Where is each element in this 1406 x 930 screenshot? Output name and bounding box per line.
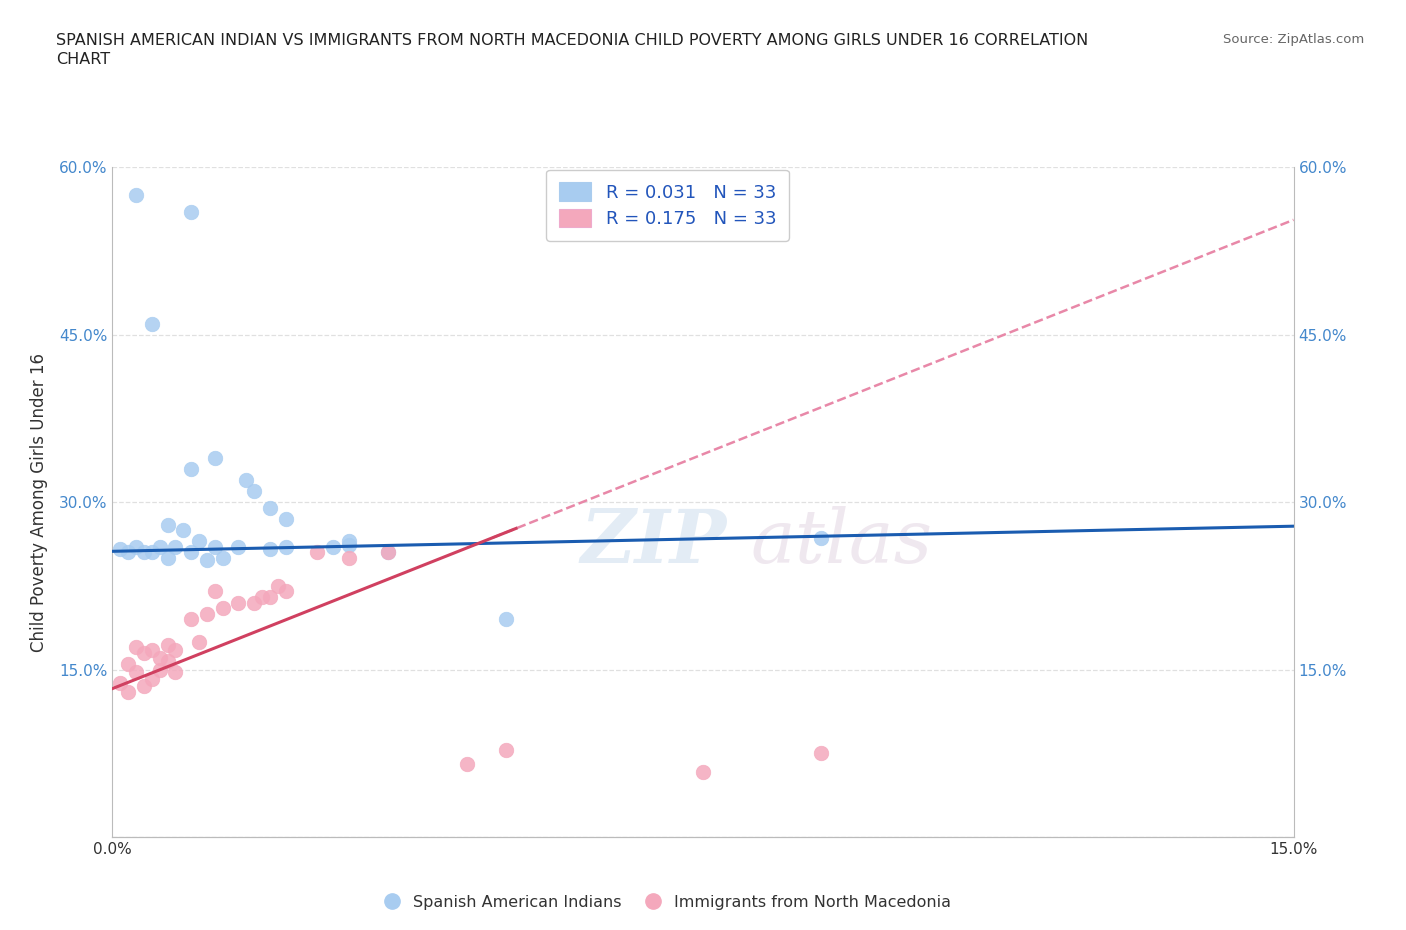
Point bbox=[149, 651, 172, 666]
Point bbox=[228, 539, 250, 554]
Point bbox=[125, 664, 148, 679]
Point bbox=[692, 764, 714, 779]
Point bbox=[180, 461, 202, 476]
Point bbox=[149, 662, 172, 677]
Point bbox=[125, 539, 148, 554]
Point bbox=[156, 638, 179, 653]
Y-axis label: Child Poverty Among Girls Under 16: Child Poverty Among Girls Under 16 bbox=[30, 352, 48, 652]
Point bbox=[204, 584, 226, 599]
Point bbox=[117, 545, 139, 560]
Point bbox=[141, 642, 163, 657]
Point bbox=[195, 606, 218, 621]
Point bbox=[211, 601, 233, 616]
Point bbox=[132, 645, 155, 660]
Point bbox=[156, 653, 179, 668]
Point bbox=[156, 551, 179, 565]
Point bbox=[180, 545, 202, 560]
Point bbox=[180, 612, 202, 627]
Point bbox=[165, 642, 187, 657]
Legend: Spanish American Indians, Immigrants from North Macedonia: Spanish American Indians, Immigrants fro… bbox=[378, 888, 957, 916]
Point bbox=[172, 523, 194, 538]
Point bbox=[307, 545, 329, 560]
Point bbox=[149, 539, 172, 554]
Point bbox=[495, 612, 517, 627]
Text: ZIP: ZIP bbox=[581, 506, 727, 578]
Point bbox=[125, 188, 148, 203]
Point bbox=[810, 530, 832, 545]
Point bbox=[204, 539, 226, 554]
Point bbox=[495, 742, 517, 757]
Point bbox=[156, 517, 179, 532]
Point bbox=[188, 634, 211, 649]
Point bbox=[337, 534, 360, 549]
Point bbox=[322, 539, 344, 554]
Text: Source: ZipAtlas.com: Source: ZipAtlas.com bbox=[1223, 33, 1364, 46]
Point bbox=[188, 534, 211, 549]
Point bbox=[259, 541, 281, 556]
Point bbox=[243, 484, 266, 498]
Point bbox=[110, 675, 132, 690]
Point bbox=[377, 545, 399, 560]
Point bbox=[259, 590, 281, 604]
Text: atlas: atlas bbox=[751, 506, 932, 578]
Point bbox=[274, 539, 297, 554]
Point bbox=[274, 584, 297, 599]
Text: SPANISH AMERICAN INDIAN VS IMMIGRANTS FROM NORTH MACEDONIA CHILD POVERTY AMONG G: SPANISH AMERICAN INDIAN VS IMMIGRANTS FR… bbox=[56, 33, 1088, 67]
Point bbox=[180, 205, 202, 219]
Point bbox=[243, 595, 266, 610]
Point bbox=[195, 552, 218, 567]
Point bbox=[132, 679, 155, 694]
Point bbox=[132, 545, 155, 560]
Point bbox=[125, 640, 148, 655]
Point bbox=[141, 671, 163, 686]
Point bbox=[110, 541, 132, 556]
Point bbox=[337, 538, 360, 552]
Point bbox=[165, 664, 187, 679]
Point bbox=[165, 539, 187, 554]
Point bbox=[337, 551, 360, 565]
Point bbox=[117, 657, 139, 671]
Point bbox=[267, 578, 290, 593]
Point bbox=[377, 545, 399, 560]
Point bbox=[250, 590, 273, 604]
Point bbox=[259, 500, 281, 515]
Point bbox=[456, 757, 478, 772]
Point bbox=[117, 684, 139, 699]
Point bbox=[235, 472, 257, 487]
Point bbox=[211, 551, 233, 565]
Point bbox=[810, 746, 832, 761]
Point bbox=[228, 595, 250, 610]
Point bbox=[274, 512, 297, 526]
Point bbox=[141, 316, 163, 331]
Point bbox=[204, 450, 226, 465]
Point bbox=[141, 545, 163, 560]
